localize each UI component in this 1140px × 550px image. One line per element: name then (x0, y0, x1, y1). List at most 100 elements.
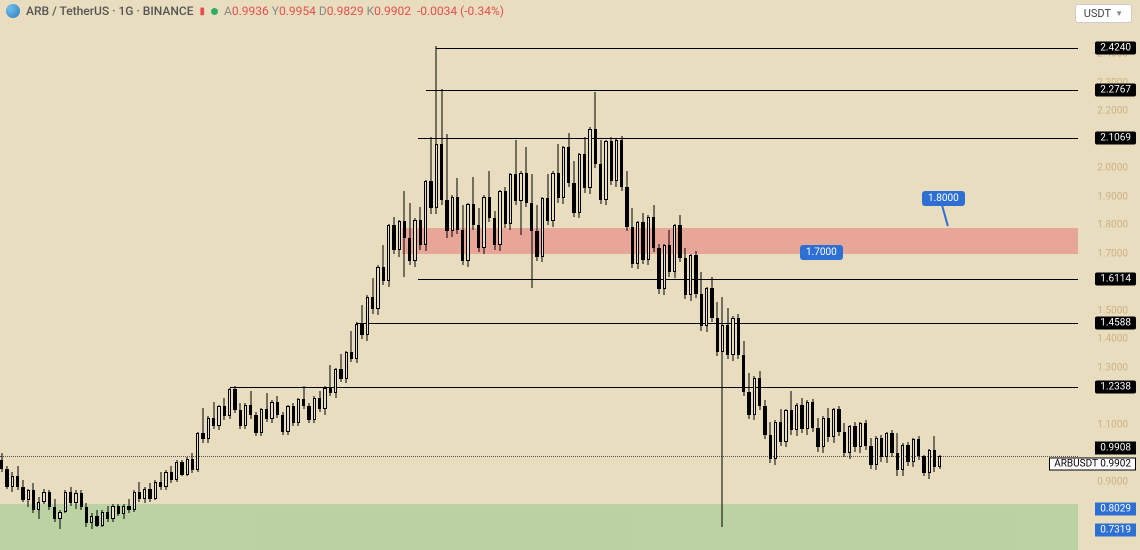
candle (700, 272, 703, 330)
y-axis-tick: 2.2000 (1097, 106, 1128, 117)
price-plot[interactable]: 2.40002.30002.20002.10002.00001.90001.80… (0, 0, 1140, 550)
horizontal-level-line[interactable] (230, 387, 1078, 388)
candle (906, 442, 909, 466)
candle (196, 432, 199, 472)
candle (535, 205, 538, 261)
candle (154, 480, 157, 500)
candle (133, 490, 136, 511)
candle (721, 297, 724, 528)
candle (424, 180, 427, 251)
y-axis-tick: 1.4000 (1097, 334, 1128, 345)
candle (784, 409, 787, 447)
candle (859, 422, 862, 453)
candle (769, 422, 772, 463)
candle (16, 466, 19, 490)
candle (557, 144, 560, 202)
candle (731, 316, 734, 360)
horizontal-level-label: 2.4240 (1095, 41, 1136, 54)
candle (175, 460, 178, 481)
candle (583, 137, 586, 193)
y-axis-tick: 1.3000 (1097, 362, 1128, 373)
candle (122, 504, 125, 518)
candle (800, 398, 803, 434)
candle (705, 287, 708, 333)
horizontal-level-label: 2.1069 (1095, 131, 1136, 144)
candle (376, 265, 379, 315)
candle (148, 483, 151, 502)
candle (281, 412, 284, 435)
candle (890, 430, 893, 457)
candle (95, 510, 98, 527)
currency-label: USDT (1084, 7, 1111, 20)
candle (217, 405, 220, 431)
candle (880, 435, 883, 462)
candle (138, 482, 141, 502)
price-axis-tag: 0.9908 (1095, 441, 1136, 454)
candle (159, 472, 162, 491)
candle (912, 438, 915, 468)
price-flag[interactable]: 1.7000 (800, 245, 843, 260)
candle (525, 147, 528, 207)
candle (498, 190, 501, 251)
candle (790, 391, 793, 435)
chart-header: ARB / TetherUS · 1G · BINANCE ▮ A0.9936 … (6, 4, 504, 18)
candle (339, 354, 342, 382)
candle (270, 400, 273, 423)
candle (938, 455, 941, 469)
horizontal-level-line[interactable] (418, 138, 1078, 139)
candle (610, 137, 613, 185)
candle (620, 136, 623, 192)
candle (37, 497, 40, 518)
candle (774, 420, 777, 464)
y-axis-tick: 2.0000 (1097, 163, 1128, 174)
candle (254, 412, 257, 436)
candle (127, 499, 130, 513)
candle (64, 490, 67, 513)
candle (716, 302, 719, 356)
candle (917, 436, 920, 460)
horizontal-level-line[interactable] (426, 90, 1078, 91)
globe-icon (6, 4, 20, 18)
candle (710, 277, 713, 323)
price-flag[interactable]: 1.8000 (922, 191, 965, 206)
horizontal-level-line[interactable] (436, 48, 1078, 49)
candle (21, 480, 24, 501)
candle (292, 403, 295, 426)
candle (302, 386, 305, 409)
symbol-title[interactable]: ARB / TetherUS · 1G · BINANCE (26, 4, 194, 18)
candle (0, 453, 3, 472)
candle (440, 89, 443, 206)
candle (69, 487, 72, 506)
candle (779, 409, 782, 446)
y-axis-tick: 1.7000 (1097, 248, 1128, 259)
horizontal-level-label: 1.2338 (1095, 380, 1136, 393)
green-zone (0, 504, 1078, 550)
candle (413, 218, 416, 266)
candle (212, 402, 215, 429)
candle (244, 403, 247, 429)
candle (551, 171, 554, 227)
candle (869, 438, 872, 469)
candle (747, 373, 750, 419)
candle (466, 203, 469, 267)
candle (286, 405, 289, 435)
candle (647, 215, 650, 265)
candle (875, 436, 878, 470)
candle (689, 254, 692, 301)
candle (85, 503, 88, 527)
candle (307, 403, 310, 423)
candle (519, 171, 522, 235)
currency-selector[interactable]: USDT ▼ (1075, 4, 1132, 23)
candle (933, 436, 936, 472)
candle (313, 396, 316, 423)
candle (260, 408, 263, 436)
horizontal-level-line[interactable] (418, 279, 1078, 280)
y-axis-tick: 1.1000 (1097, 419, 1128, 430)
candle (657, 244, 660, 294)
candle (355, 322, 358, 363)
candle (758, 371, 761, 411)
candle (42, 489, 45, 505)
candle (223, 398, 226, 421)
candle (111, 504, 114, 521)
candle (493, 211, 496, 249)
